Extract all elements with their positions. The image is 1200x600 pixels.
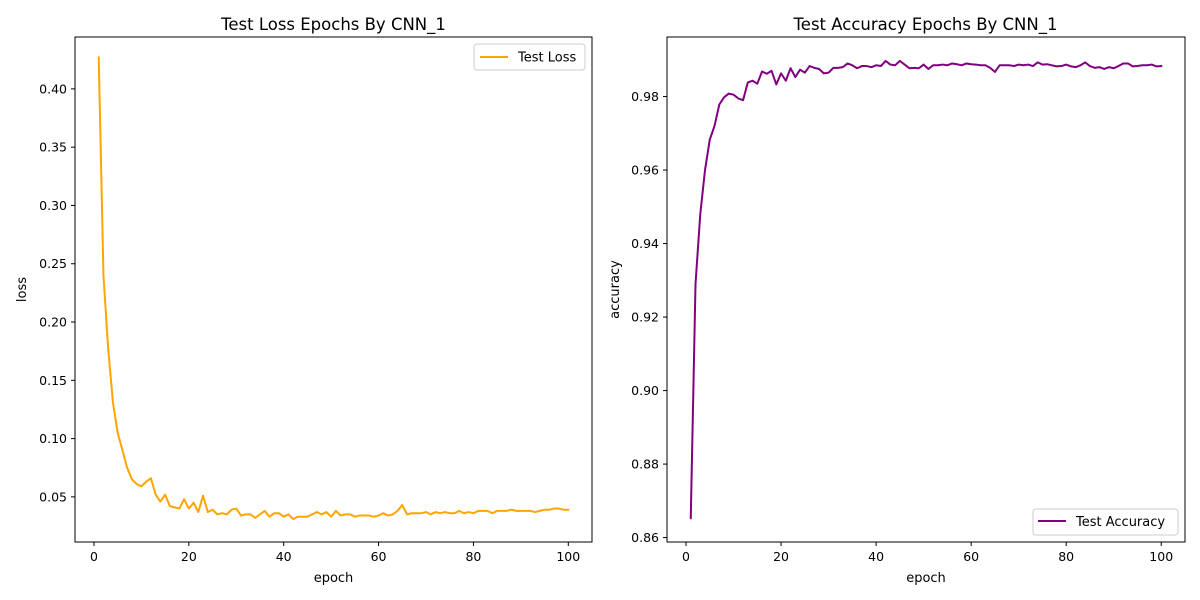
loss-x-tick-label: 20 xyxy=(181,549,197,564)
accuracy-x-tick-label: 0 xyxy=(682,549,690,564)
accuracy-y-tick-label: 0.96 xyxy=(631,163,659,178)
accuracy-plot-frame xyxy=(666,36,1186,543)
loss-x-axis-label: epoch xyxy=(314,571,354,586)
loss-x-tick-label: 100 xyxy=(556,549,580,564)
accuracy-axis-ticks: 0 20 40 60 80 100 0.86 0.88 0.90 0.92 0.94 0.96 0.98 xyxy=(631,89,1173,564)
accuracy-y-tick-label: 0.92 xyxy=(631,310,659,325)
accuracy-x-axis-label: epoch xyxy=(906,571,946,586)
loss-x-tick-label: 0 xyxy=(90,549,98,564)
loss-series-line xyxy=(97,56,570,521)
accuracy-y-tick-label: 0.94 xyxy=(631,236,659,251)
loss-y-tick-label: 0.25 xyxy=(39,256,67,271)
loss-legend-label: Test Loss xyxy=(517,51,576,66)
loss-x-tick-label: 80 xyxy=(465,549,481,564)
loss-legend: Test Loss xyxy=(473,43,586,71)
loss-y-tick-label: 0.05 xyxy=(39,489,67,504)
accuracy-legend-label: Test Accuracy xyxy=(1075,515,1165,530)
accuracy-y-tick-label: 0.90 xyxy=(631,383,659,398)
accuracy-legend-box xyxy=(1032,508,1179,536)
accuracy-y-tick-label: 0.86 xyxy=(631,530,659,545)
loss-y-tick-label: 0.30 xyxy=(39,198,67,213)
loss-y-axis-label: loss xyxy=(15,277,30,302)
loss-chart-title: Test Loss Epochs By CNN_1 xyxy=(220,15,446,35)
accuracy-series-layer xyxy=(689,59,1163,520)
accuracy-y-tick-label: 0.98 xyxy=(631,89,659,104)
loss-legend-box xyxy=(473,43,586,71)
accuracy-x-tick-label: 100 xyxy=(1149,549,1173,564)
accuracy-x-tick-label: 20 xyxy=(773,549,789,564)
loss-y-tick-label: 0.35 xyxy=(39,140,67,155)
accuracy-y-axis-label: accuracy xyxy=(608,260,623,319)
accuracy-x-tick-label: 60 xyxy=(963,549,979,564)
accuracy-x-tick-label: 40 xyxy=(868,549,884,564)
accuracy-x-tick-label: 80 xyxy=(1058,549,1074,564)
accuracy-legend: Test Accuracy xyxy=(1032,508,1179,536)
loss-y-tick-label: 0.20 xyxy=(39,315,67,330)
accuracy-chart: Test Accuracy Epochs By CNN_1 0 20 40 60 80 1… xyxy=(608,15,1186,586)
loss-axis-ticks: 0 20 40 60 80 100 0.05 0.10 0.15 0.20 0.25 0.30 0.35… xyxy=(39,81,580,564)
accuracy-series-line xyxy=(689,59,1163,520)
loss-x-tick-label: 60 xyxy=(371,549,387,564)
loss-x-tick-label: 40 xyxy=(276,549,292,564)
loss-y-tick-label: 0.10 xyxy=(39,431,67,446)
loss-plot-frame xyxy=(74,36,593,543)
loss-series-layer xyxy=(97,56,570,521)
loss-chart: Test Loss Epochs By CNN_1 0 20 40 60 80 100 0.… xyxy=(15,15,593,586)
accuracy-y-tick-label: 0.88 xyxy=(631,457,659,472)
accuracy-chart-title: Test Accuracy Epochs By CNN_1 xyxy=(793,15,1058,35)
loss-y-tick-label: 0.15 xyxy=(39,373,67,388)
loss-y-tick-label: 0.40 xyxy=(39,81,67,96)
